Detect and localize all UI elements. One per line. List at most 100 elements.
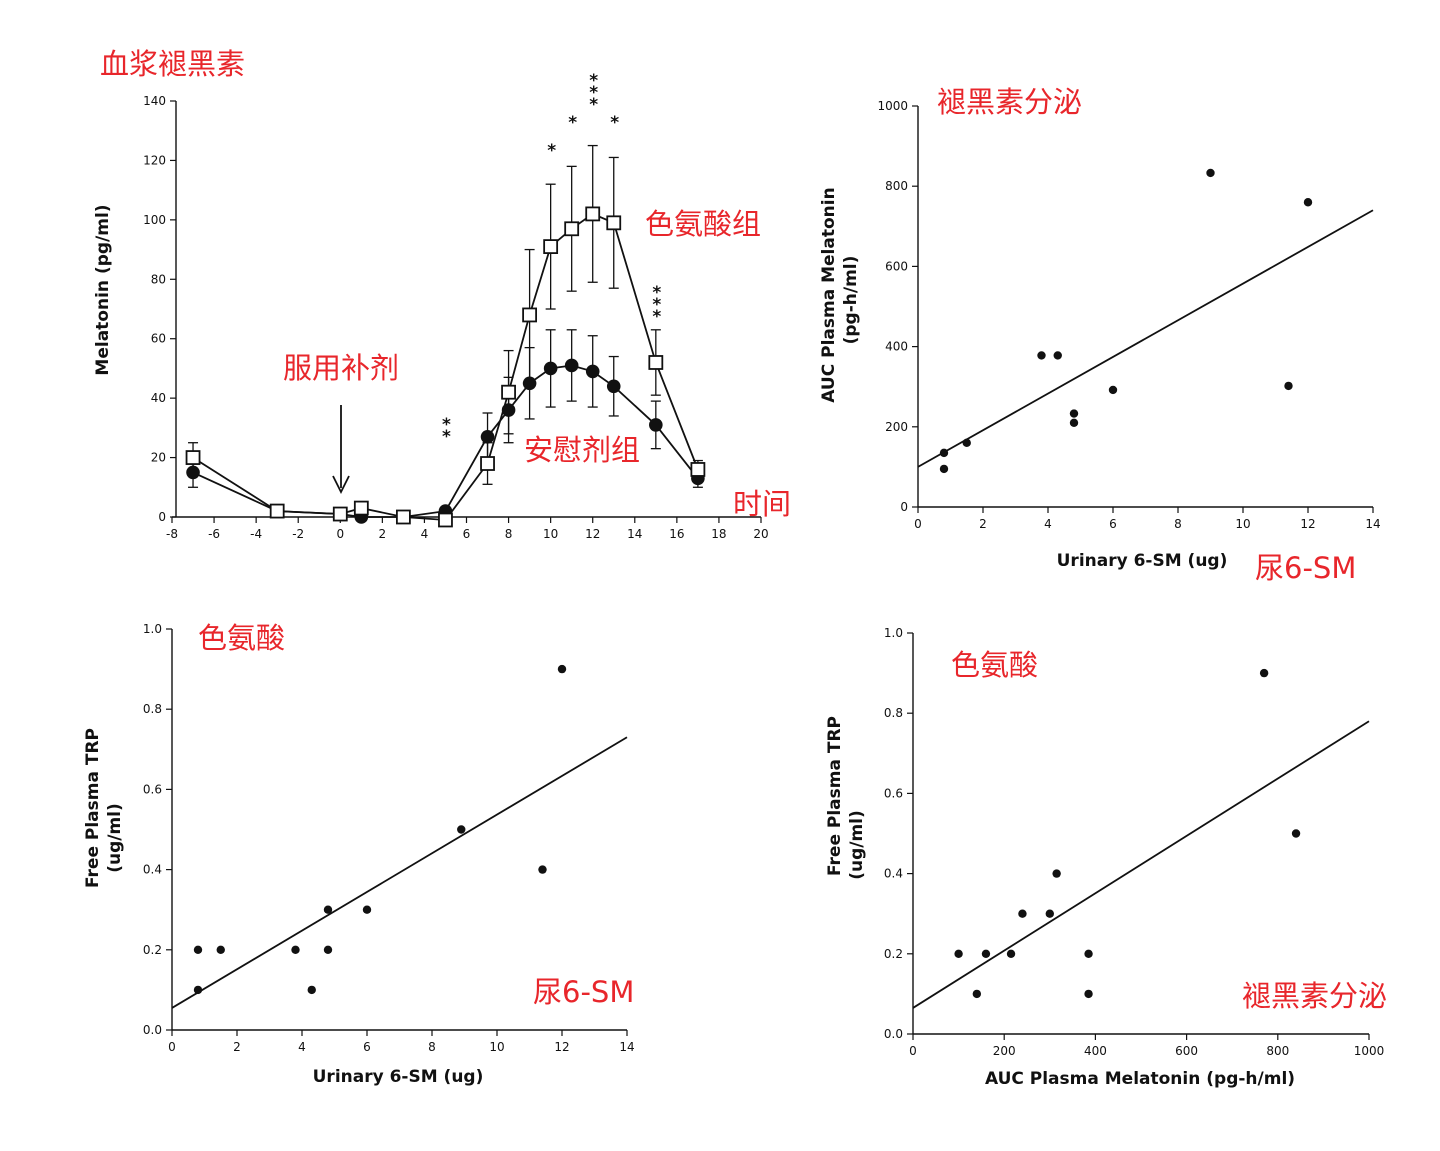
- x-tick-label: -4: [250, 527, 262, 541]
- scatter-point: [1259, 668, 1269, 678]
- x-tick-label: 14: [1365, 517, 1380, 531]
- y-tick-label: 1.0: [884, 626, 903, 640]
- y-axis-label-units: (ug/ml): [847, 810, 867, 880]
- scatter-point: [1052, 869, 1061, 878]
- scatter-point: [939, 464, 949, 474]
- x-tick-label: 1000: [1354, 1044, 1385, 1058]
- x-tick-label: 10: [1235, 517, 1250, 531]
- scatter-point: [939, 448, 949, 458]
- data-point-tryptophan: [564, 221, 580, 237]
- data-point-tryptophan: [269, 503, 285, 519]
- y-tick-label: 1000: [877, 99, 908, 113]
- y-tick-label: 0: [900, 500, 908, 514]
- x-tick-label: 14: [627, 527, 642, 541]
- scatter-point: [362, 905, 372, 914]
- regression-line: [912, 720, 1370, 1009]
- significance-star: *: [442, 415, 451, 435]
- trp-vs-auc-chart: 色氨酸 AUC Plasma Melatonin (pg-h/ml) 褪黑素分泌…: [825, 626, 1387, 1089]
- x-tick-label: 800: [1266, 1044, 1289, 1058]
- data-point-placebo: [585, 364, 600, 379]
- data-point-tryptophan: [522, 307, 538, 323]
- y-axis-label: Free Plasma TRP: [83, 728, 103, 888]
- x-tick-label: -6: [208, 527, 220, 541]
- x-axis-label: Urinary 6-SM (ug): [313, 1067, 484, 1087]
- x-tick-label: 8: [1174, 517, 1182, 531]
- x-tick-label: 8: [428, 1040, 436, 1054]
- chart-title: 血浆褪黑素: [100, 47, 245, 81]
- x-tick-label: 0: [336, 527, 344, 541]
- data-point-tryptophan: [438, 512, 453, 528]
- x-axis-label: AUC Plasma Melatonin (pg-h/ml): [985, 1069, 1295, 1089]
- chart-title: 褪黑素分泌: [937, 85, 1082, 119]
- y-tick-label: 100: [143, 213, 166, 227]
- x-tick-label: 14: [619, 1040, 634, 1054]
- supplement-annotation: 服用补剂: [283, 351, 399, 385]
- x-tick-label: 4: [298, 1040, 306, 1054]
- data-point-tryptophan: [395, 509, 411, 525]
- y-axis-label-units: (pg-h/ml): [841, 256, 861, 345]
- significance-star: *: [652, 283, 661, 303]
- x-tick-label: 12: [554, 1040, 569, 1054]
- y-tick-label: 0.6: [884, 786, 903, 800]
- y-tick-label: 120: [143, 153, 166, 167]
- x-tick-label: 4: [1044, 517, 1052, 531]
- y-tick-label: 0.4: [884, 867, 903, 881]
- x-tick-label: 2: [979, 517, 987, 531]
- y-tick-label: 20: [151, 451, 166, 465]
- scatter-point: [954, 949, 963, 958]
- data-point-tryptophan: [480, 456, 495, 471]
- x-tick-label: 10: [489, 1040, 504, 1054]
- y-tick-label: 0.2: [884, 947, 903, 961]
- data-point-placebo: [480, 429, 495, 444]
- scatter-point: [962, 438, 971, 448]
- x-tick-label: 16: [669, 527, 684, 541]
- x-tick-label: 8: [505, 527, 513, 541]
- scatter-point: [1291, 829, 1301, 838]
- significance-marker: *: [610, 113, 619, 133]
- y-tick-label: 0.0: [143, 1023, 162, 1037]
- x-axis-label: Urinary 6-SM (ug): [1057, 551, 1228, 571]
- x-tick-label: 12: [1300, 517, 1315, 531]
- data-point-tryptophan: [606, 215, 622, 231]
- significance-star: *: [652, 295, 661, 315]
- chart-title: 色氨酸: [198, 621, 285, 655]
- scatter-point: [193, 985, 203, 995]
- time-annotation: 时间: [733, 487, 791, 521]
- data-point-placebo: [606, 379, 621, 394]
- scatter-point: [1069, 409, 1079, 418]
- significance-star: *: [589, 95, 598, 115]
- significance-star: *: [610, 113, 619, 133]
- x-tick-label: 20: [753, 527, 768, 541]
- scatter-point: [981, 949, 991, 958]
- y-tick-label: 600: [885, 259, 908, 273]
- significance-star: *: [568, 113, 577, 133]
- regression-line: [171, 736, 628, 1009]
- trp-vs-6sm-chart: 色氨酸 Urinary 6-SM (ug) 尿6-SM Free Plasma …: [83, 621, 635, 1087]
- scatter-point: [291, 945, 300, 954]
- data-point-tryptophan: [648, 355, 664, 370]
- series-line-tryptophan: [192, 212, 699, 521]
- scatter-point: [323, 945, 333, 954]
- scatter-point: [1037, 351, 1046, 360]
- scatter-point: [1084, 949, 1093, 958]
- scatter-point: [1018, 909, 1027, 918]
- y-tick-label: 60: [151, 332, 166, 346]
- auc-vs-6sm-chart: 褪黑素分泌 Urinary 6-SM (ug) 尿6-SM AUC Plasma…: [819, 85, 1381, 585]
- x-tick-label: 6: [463, 527, 471, 541]
- scatter-point: [1303, 198, 1313, 207]
- y-tick-label: 400: [885, 340, 908, 354]
- x-tick-label: 0: [168, 1040, 176, 1054]
- x-annotation: 褪黑素分泌: [1242, 979, 1387, 1013]
- significance-marker: *: [568, 113, 577, 133]
- significance-star: *: [442, 427, 451, 447]
- scatter-point: [1108, 385, 1118, 395]
- y-tick-label: 40: [151, 391, 166, 405]
- scatter-point: [538, 865, 547, 874]
- scatter-point: [972, 989, 982, 999]
- y-tick-label: 200: [885, 420, 908, 434]
- significance-marker: ***: [652, 283, 661, 327]
- scatter-point: [1045, 909, 1055, 918]
- y-axis-label: AUC Plasma Melatonin: [819, 187, 839, 402]
- chart-title: 色氨酸: [951, 648, 1038, 682]
